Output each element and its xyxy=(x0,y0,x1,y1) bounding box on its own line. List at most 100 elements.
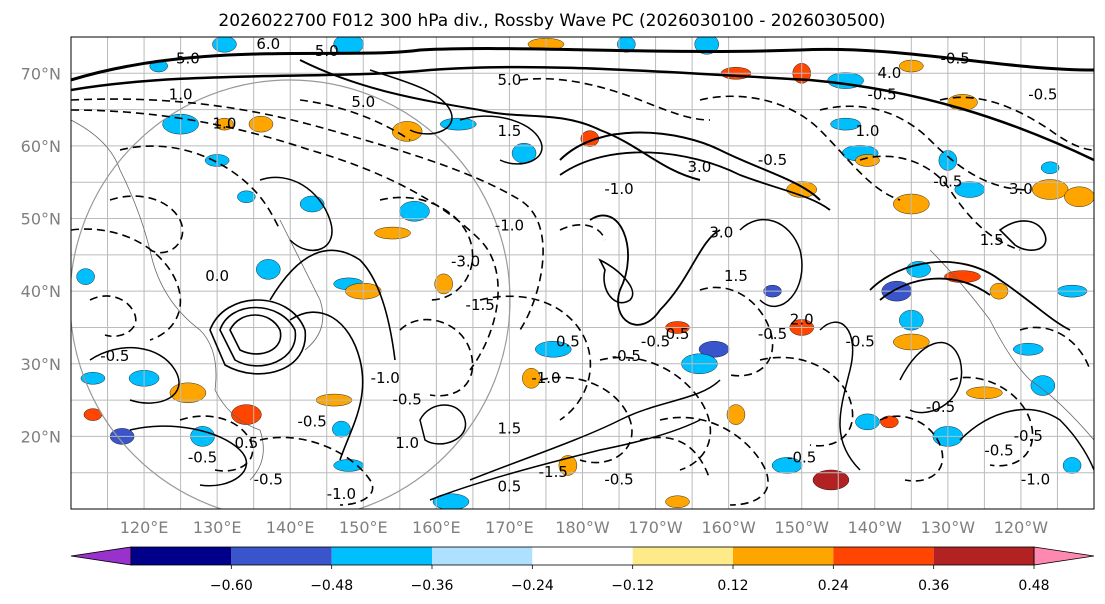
contour-label: 5.0 xyxy=(497,71,521,89)
contour-label: 3.0 xyxy=(687,158,711,176)
colorbar-bin xyxy=(331,547,432,565)
contour-label: 5.0 xyxy=(351,93,375,111)
longitude-label: 170°W xyxy=(628,518,683,537)
shaded-patch xyxy=(880,415,899,429)
contour-label: -0.5 xyxy=(984,441,1013,459)
contour-label: -0.5 xyxy=(392,391,421,409)
colorbar: −0.60 −0.48 −0.36 −0.24 −0.12 0.12 0.24 0.36 0.4… xyxy=(70,546,1095,594)
shaded-patch xyxy=(1064,186,1094,207)
longitude-label: 150°W xyxy=(775,518,830,537)
shaded-patch xyxy=(237,190,256,203)
shaded-patch xyxy=(80,372,106,385)
longitude-tick-labels: 120°E 130°E 140°E 150°E 160°E 170°E 180°W 170°W… xyxy=(120,518,1049,537)
colorbar-bin xyxy=(131,547,232,565)
colorbar-label: −0.60 xyxy=(210,578,253,594)
latitude-label: 20°N xyxy=(21,427,61,446)
contour-label: -1.0 xyxy=(531,369,560,387)
longitude-label: 130°E xyxy=(193,518,242,537)
longitude-label: 170°E xyxy=(485,518,534,537)
contour-label: 1.0 xyxy=(213,115,237,133)
map-frame xyxy=(70,36,1095,510)
contour-label: -1.0 xyxy=(371,369,400,387)
contour-label: 0.5 xyxy=(556,332,580,350)
contour-label: 2.0 xyxy=(790,311,814,329)
shaded-patch xyxy=(665,495,690,508)
contour-label: -1.0 xyxy=(327,485,356,503)
longitude-label: 120°W xyxy=(994,518,1049,537)
contour-label: -0.5 xyxy=(188,449,217,467)
longitude-label: 130°W xyxy=(921,518,976,537)
latitude-label: 70°N xyxy=(21,64,61,83)
contour-label: -1.5 xyxy=(466,296,495,314)
contour-label: -0.5 xyxy=(641,332,670,350)
contour-label: 5.0 xyxy=(176,49,200,67)
contour-label: -0.5 xyxy=(787,449,816,467)
contour-label: -0.5 xyxy=(926,398,955,416)
colorbar-label: 0.48 xyxy=(1018,578,1049,594)
colorbar-bin xyxy=(833,547,934,565)
contour-label: 1.5 xyxy=(724,267,748,285)
latitude-label: 30°N xyxy=(21,355,61,374)
shaded-patch xyxy=(248,115,274,133)
contour-label: -0.5 xyxy=(254,470,283,488)
asia-coastline xyxy=(71,119,264,481)
shaded-patch xyxy=(1062,457,1082,474)
colorbar-bin xyxy=(432,547,533,565)
contour-label: -0.5 xyxy=(941,49,970,67)
shaded-patch xyxy=(812,469,850,491)
longitude-label: 160°E xyxy=(412,518,461,537)
colorbar-label: −0.36 xyxy=(411,578,454,594)
contour-label: -0.5 xyxy=(604,470,633,488)
shaded-patch xyxy=(1013,343,1044,356)
shaded-patch xyxy=(1031,179,1069,200)
contour-label: -3.0 xyxy=(451,253,480,271)
contour-label: 1.0 xyxy=(395,434,419,452)
latitude-label: 40°N xyxy=(21,282,61,301)
colorbar-min-extension xyxy=(70,546,132,566)
shaded-patch xyxy=(374,226,411,240)
divergence-contours xyxy=(71,47,1094,506)
contour-label: 0.5 xyxy=(666,325,690,343)
longitude-label: 140°E xyxy=(266,518,315,537)
shaded-patch xyxy=(256,259,281,280)
colorbar-label: 0.36 xyxy=(918,578,949,594)
colorbar-bin xyxy=(532,547,633,565)
shaded-patch xyxy=(212,37,237,53)
contour-label: -1.0 xyxy=(1021,470,1050,488)
shaded-patch xyxy=(535,341,572,358)
colorbar-label: 0.24 xyxy=(818,578,849,594)
contour-label: 0.0 xyxy=(205,267,229,285)
longitude-label: 140°W xyxy=(848,518,903,537)
colorbar-bin xyxy=(231,547,332,565)
contour-label: -0.5 xyxy=(297,412,326,430)
colorbar-label: −0.24 xyxy=(511,578,554,594)
contour-label: 1.5 xyxy=(497,420,521,438)
divergence-shading xyxy=(76,37,1094,509)
map-panel: 5.0 6.0 5.0 5.0 5.0 1.0 1.0 1.5 -1.0 3.0 3.0 1.5 -1.… xyxy=(70,36,1095,510)
shaded-patch xyxy=(76,268,95,285)
colorbar-bin xyxy=(933,547,1034,565)
shaded-patch xyxy=(726,404,746,425)
contour-label: -0.5 xyxy=(1014,427,1043,445)
contour-label: -1.5 xyxy=(539,463,568,481)
shaded-patch xyxy=(440,117,477,131)
contour-label: -0.5 xyxy=(933,173,962,191)
latitude-label: 50°N xyxy=(21,210,61,229)
shaded-patch xyxy=(522,368,541,389)
shaded-patch xyxy=(617,37,636,53)
contour-label: -0.5 xyxy=(100,347,129,365)
contour-label: 4.0 xyxy=(877,64,901,82)
colorbar-label: 0.12 xyxy=(717,578,748,594)
longitude-label: 120°E xyxy=(120,518,169,537)
contour-label: 1.0 xyxy=(856,122,880,140)
contour-label: -0.5 xyxy=(612,347,641,365)
latitude-tick-labels: 70°N 60°N 50°N 40°N 30°N 20°N xyxy=(21,64,61,446)
shaded-patch xyxy=(855,413,880,431)
shaded-patch xyxy=(231,404,262,425)
shaded-patch xyxy=(432,493,470,509)
shaded-patch xyxy=(391,121,423,142)
contour-label: -0.5 xyxy=(758,151,787,169)
reference-circle xyxy=(71,79,511,509)
longitude-label: 180°W xyxy=(555,518,610,537)
